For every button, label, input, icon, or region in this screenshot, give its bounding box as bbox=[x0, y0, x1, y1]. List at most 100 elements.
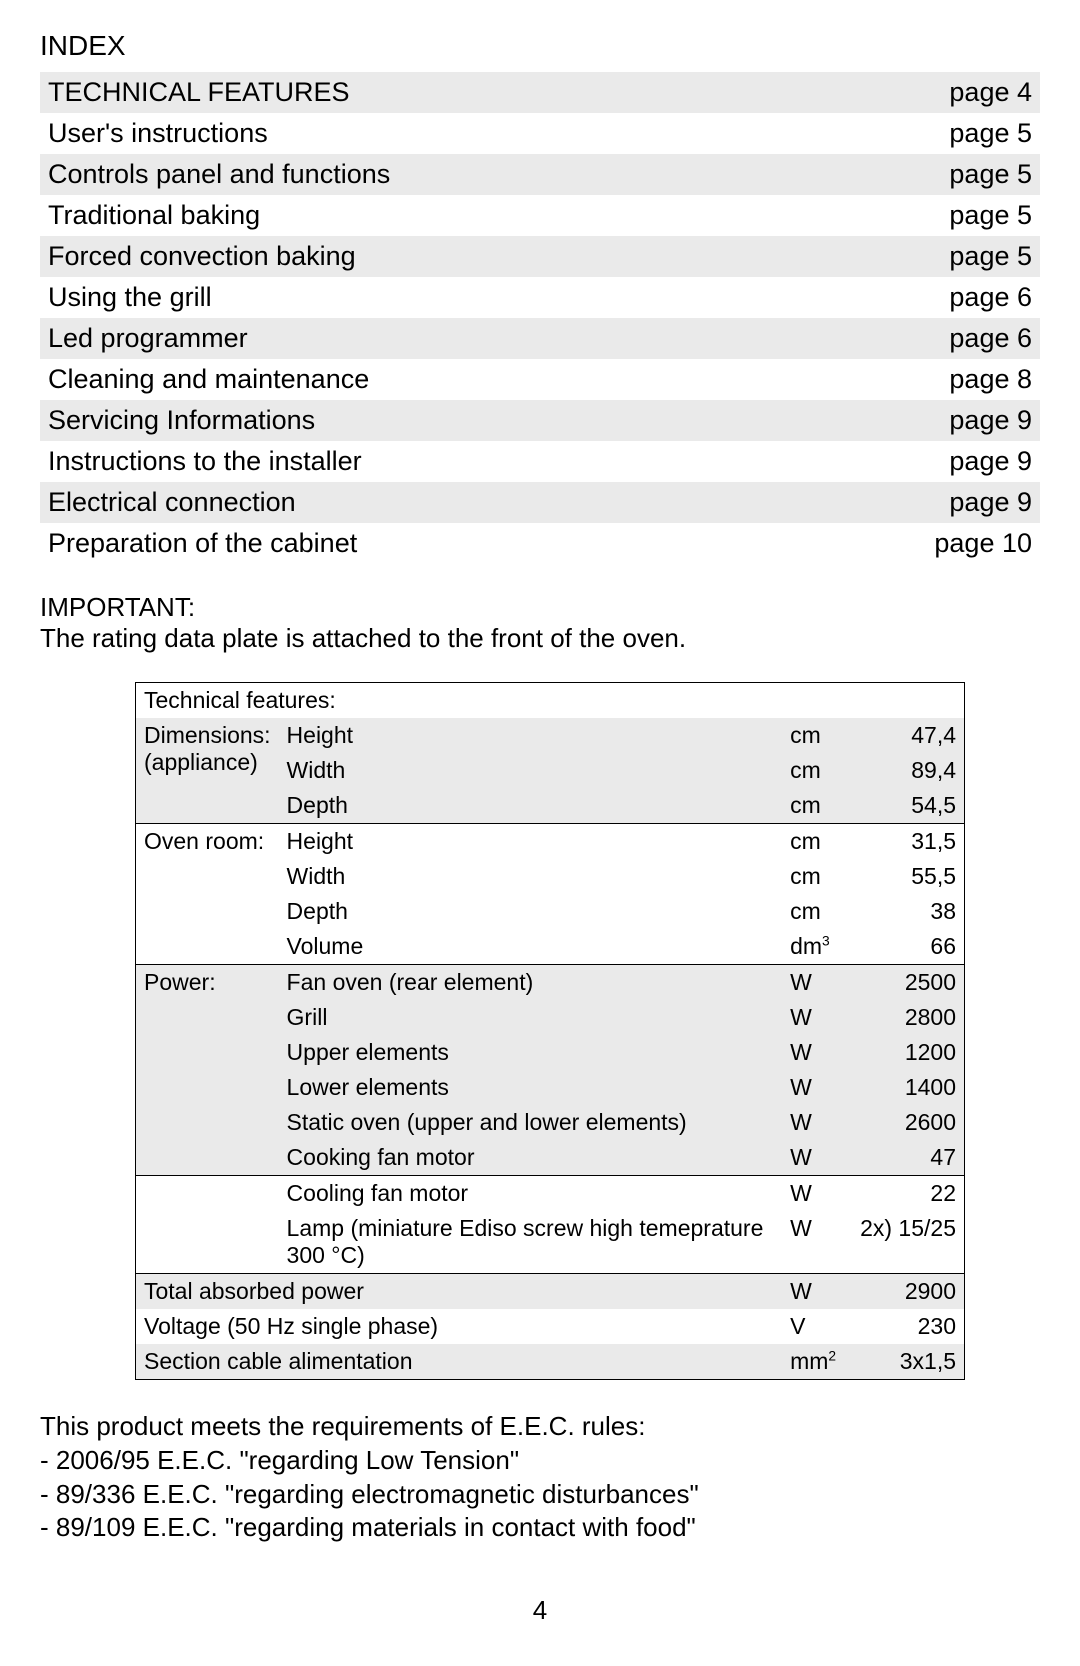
tech-row-value: 1400 bbox=[852, 1070, 964, 1105]
footer-line: - 89/336 E.E.C. "regarding electromagnet… bbox=[40, 1478, 1040, 1512]
index-row-page: page 9 bbox=[949, 487, 1032, 518]
tech-row-name: Cooling fan motor bbox=[279, 1176, 783, 1212]
tech-row-name: Lower elements bbox=[279, 1070, 783, 1105]
index-row-page: page 6 bbox=[949, 282, 1032, 313]
tech-row-value: 2800 bbox=[852, 1000, 964, 1035]
index-row: User's instructions page 5 bbox=[40, 113, 1040, 154]
index-row-page: page 5 bbox=[949, 118, 1032, 149]
tech-row-unit: W bbox=[782, 1070, 852, 1105]
tech-row-unit: W bbox=[782, 1140, 852, 1176]
index-row: Cleaning and maintenance page 8 bbox=[40, 359, 1040, 400]
tech-footer-value: 230 bbox=[852, 1309, 964, 1344]
tech-row-name: Upper elements bbox=[279, 1035, 783, 1070]
tech-row-value: 89,4 bbox=[852, 753, 964, 788]
footer-line: - 2006/95 E.E.C. "regarding Low Tension" bbox=[40, 1444, 1040, 1478]
index-row-label: User's instructions bbox=[48, 118, 268, 149]
index-row-page: page 6 bbox=[949, 323, 1032, 354]
tech-footer-value: 3x1,5 bbox=[852, 1344, 964, 1380]
index-row: Instructions to the installerpage 9 bbox=[40, 441, 1040, 482]
index-row: Forced convection baking page 5 bbox=[40, 236, 1040, 277]
tech-footer-label: Section cable alimentation bbox=[136, 1344, 783, 1380]
tech-row-name: Fan oven (rear element) bbox=[279, 965, 783, 1001]
tech-row-value: 66 bbox=[852, 929, 964, 965]
tech-row-unit: dm3 bbox=[782, 929, 852, 965]
technical-features-table: Technical features:Dimensions:(appliance… bbox=[135, 682, 965, 1380]
tech-row-value: 1200 bbox=[852, 1035, 964, 1070]
tech-row-name: Height bbox=[279, 718, 783, 753]
index-row-page: page 5 bbox=[949, 241, 1032, 272]
tech-footer-unit: mm2 bbox=[782, 1344, 852, 1380]
tech-row-value: 2600 bbox=[852, 1105, 964, 1140]
important-block: IMPORTANT: The rating data plate is atta… bbox=[40, 592, 1040, 654]
index-row: Servicing Informations page 9 bbox=[40, 400, 1040, 441]
tech-row-name: Depth bbox=[279, 788, 783, 824]
tech-row-unit: cm bbox=[782, 824, 852, 860]
footer-line: - 89/109 E.E.C. "regarding materials in … bbox=[40, 1511, 1040, 1545]
tech-row-name: Volume bbox=[279, 929, 783, 965]
tech-footer-unit: V bbox=[782, 1309, 852, 1344]
index-row-label: Controls panel and functions bbox=[48, 159, 390, 190]
tech-row-value: 22 bbox=[852, 1176, 964, 1212]
index-row-page: page 4 bbox=[949, 77, 1032, 108]
important-title: IMPORTANT: bbox=[40, 592, 1040, 623]
index-title: INDEX bbox=[40, 30, 1040, 62]
tech-row-unit: W bbox=[782, 1000, 852, 1035]
tech-row-value: 2x) 15/25 bbox=[852, 1211, 964, 1274]
index-row: Using the grill page 6 bbox=[40, 277, 1040, 318]
index-row-page: page 5 bbox=[949, 159, 1032, 190]
tech-row-value: 55,5 bbox=[852, 859, 964, 894]
tech-row-name: Depth bbox=[279, 894, 783, 929]
index-row-label: Servicing Informations bbox=[48, 405, 315, 436]
tech-row-unit: W bbox=[782, 1035, 852, 1070]
tech-row-value: 31,5 bbox=[852, 824, 964, 860]
tech-footer-unit: W bbox=[782, 1274, 852, 1310]
index-row: Traditional baking page 5 bbox=[40, 195, 1040, 236]
tech-row-name: Grill bbox=[279, 1000, 783, 1035]
tech-row-unit: cm bbox=[782, 894, 852, 929]
tech-row-unit: cm bbox=[782, 753, 852, 788]
tech-row-name: Static oven (upper and lower elements) bbox=[279, 1105, 783, 1140]
index-row: Controls panel and functions page 5 bbox=[40, 154, 1040, 195]
tech-row-value: 47,4 bbox=[852, 718, 964, 753]
tech-group-label: Power: bbox=[136, 965, 279, 1176]
tech-group-label: Dimensions:(appliance) bbox=[136, 718, 279, 824]
index-row-label: Electrical connection bbox=[48, 487, 296, 518]
tech-row-value: 54,5 bbox=[852, 788, 964, 824]
page-root: INDEX TECHNICAL FEATURES page 4 User's ins… bbox=[0, 0, 1080, 1666]
tech-row-name: Lamp (miniature Ediso screw high temepra… bbox=[279, 1211, 783, 1274]
index-row-label: Using the grill bbox=[48, 282, 212, 313]
index-row-label: Cleaning and maintenance bbox=[48, 364, 369, 395]
index-row: Electrical connection page 9 bbox=[40, 482, 1040, 523]
index-row-label: Traditional baking bbox=[48, 200, 260, 231]
tech-group-label bbox=[136, 1176, 279, 1274]
index-row-page: page 9 bbox=[949, 405, 1032, 436]
tech-row-value: 2500 bbox=[852, 965, 964, 1001]
footer-notes: This product meets the requirements of E… bbox=[40, 1410, 1040, 1545]
tech-row-unit: W bbox=[782, 1211, 852, 1274]
tech-row-unit: W bbox=[782, 965, 852, 1001]
footer-line: This product meets the requirements of E… bbox=[40, 1410, 1040, 1444]
index-row-label: Forced convection baking bbox=[48, 241, 356, 272]
tech-row-unit: W bbox=[782, 1105, 852, 1140]
tech-footer-label: Voltage (50 Hz single phase) bbox=[136, 1309, 783, 1344]
index-row-label: Led programmer bbox=[48, 323, 248, 354]
tech-row-value: 47 bbox=[852, 1140, 964, 1176]
index-list: TECHNICAL FEATURES page 4 User's instructi… bbox=[40, 72, 1040, 564]
tech-group-label: Oven room: bbox=[136, 824, 279, 965]
index-row: Preparation of the cabinet page 10 bbox=[40, 523, 1040, 564]
index-row-page: page 10 bbox=[934, 528, 1032, 559]
index-row-page: page 8 bbox=[949, 364, 1032, 395]
page-number: 4 bbox=[40, 1595, 1040, 1626]
important-body: The rating data plate is attached to the… bbox=[40, 623, 1040, 654]
index-row: TECHNICAL FEATURES page 4 bbox=[40, 72, 1040, 113]
index-row-label: TECHNICAL FEATURES bbox=[48, 77, 350, 108]
index-row: Led programmer page 6 bbox=[40, 318, 1040, 359]
tech-row-unit: W bbox=[782, 1176, 852, 1212]
tech-row-name: Width bbox=[279, 859, 783, 894]
tech-row-unit: cm bbox=[782, 718, 852, 753]
tech-row-name: Cooking fan motor bbox=[279, 1140, 783, 1176]
index-row-page: page 5 bbox=[949, 200, 1032, 231]
tech-header: Technical features: bbox=[136, 683, 965, 719]
tech-footer-label: Total absorbed power bbox=[136, 1274, 783, 1310]
index-row-label: Preparation of the cabinet bbox=[48, 528, 357, 559]
